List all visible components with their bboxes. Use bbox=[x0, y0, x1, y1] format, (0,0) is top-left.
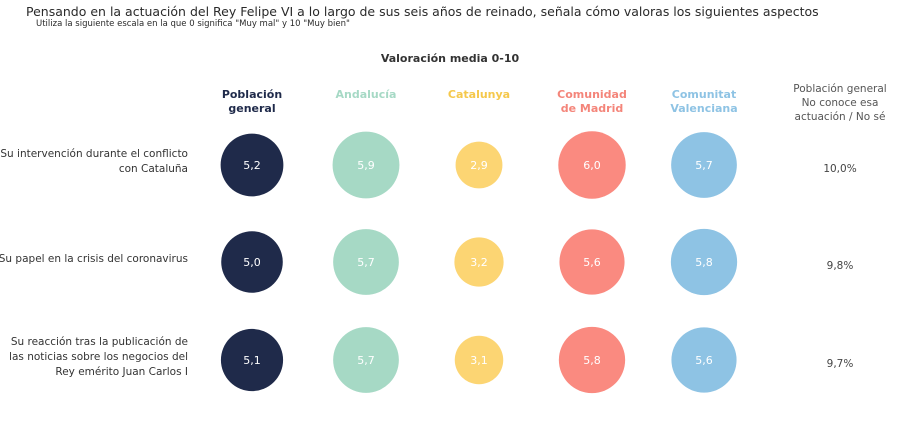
column-header-line: Valenciana bbox=[670, 102, 738, 115]
bubble-label: 5,6 bbox=[695, 354, 713, 367]
column-header-line: Población general bbox=[793, 83, 887, 95]
bubble bbox=[455, 141, 503, 189]
bubble-label: 5,1 bbox=[243, 354, 261, 367]
no-conoce-value: 10,0% bbox=[823, 163, 857, 175]
bubble bbox=[332, 131, 400, 199]
column-header-line: Comunidad bbox=[557, 88, 627, 101]
column-header-2: Catalunya bbox=[419, 88, 539, 102]
bubble bbox=[333, 229, 399, 295]
bubble-label: 5,6 bbox=[583, 256, 601, 269]
column-header-line: de Madrid bbox=[560, 102, 624, 115]
column-header-line: Catalunya bbox=[447, 88, 511, 101]
row-label-line: Su reacción tras la publicación de bbox=[10, 335, 188, 348]
column-header-no-conoce: Población general No conoce esa actuación … bbox=[785, 82, 895, 124]
row-label-2: Su reacción tras la publicación de las no… bbox=[0, 335, 188, 380]
row-label-line: Su papel en la crisis del coronavirus bbox=[0, 252, 188, 265]
bubble-label: 5,9 bbox=[357, 159, 375, 172]
column-header-3: Comunidad de Madrid bbox=[532, 88, 652, 116]
column-header-0: Población general bbox=[192, 88, 312, 116]
bubble-label: 5,7 bbox=[695, 159, 713, 172]
column-header-line: Andalucía bbox=[335, 88, 397, 101]
row-label-1: Su papel en la crisis del coronavirus bbox=[0, 252, 188, 267]
bubble-label: 5,0 bbox=[243, 256, 261, 269]
row-label-0: Su intervención durante el conflicto con … bbox=[0, 147, 188, 177]
bubble bbox=[558, 326, 626, 394]
column-header-line: Comunitat bbox=[671, 88, 737, 101]
bubble bbox=[671, 132, 737, 198]
bubble-label: 2,9 bbox=[470, 159, 488, 172]
bubble-label: 5,7 bbox=[357, 354, 375, 367]
bubble bbox=[454, 237, 504, 287]
bubble bbox=[670, 228, 738, 296]
bubble bbox=[671, 327, 737, 393]
chart-title: Pensando en la actuación del Rey Felipe … bbox=[26, 4, 819, 19]
column-header-line: general bbox=[228, 102, 276, 115]
bubble-label: 6,0 bbox=[583, 159, 601, 172]
bubble-label: 5,8 bbox=[583, 354, 601, 367]
bubble bbox=[220, 328, 284, 392]
bubble bbox=[454, 335, 504, 385]
row-label-line: Su intervención durante el conflicto bbox=[0, 148, 188, 160]
scale-title: Valoración media 0-10 bbox=[380, 52, 520, 65]
column-header-line: actuación / No sé bbox=[794, 111, 886, 123]
column-header-line: No conoce esa bbox=[801, 97, 879, 109]
bubble-label: 3,2 bbox=[470, 256, 488, 269]
column-header-4: Comunitat Valenciana bbox=[644, 88, 764, 116]
row-label-line: las noticias sobre los negocios del bbox=[9, 350, 188, 363]
bubble bbox=[333, 327, 399, 393]
bubble-label: 5,2 bbox=[243, 159, 261, 172]
chart-subtitle: Utiliza la siguiente escala en la que 0 … bbox=[36, 19, 350, 29]
bubble bbox=[221, 231, 283, 293]
no-conoce-value: 9,7% bbox=[826, 358, 854, 370]
column-header-1: Andalucía bbox=[306, 88, 426, 102]
bubble-label: 5,7 bbox=[357, 256, 375, 269]
bubble bbox=[559, 229, 625, 295]
column-header-line: Población bbox=[221, 88, 283, 101]
bubble bbox=[220, 133, 284, 197]
bubble-label: 3,1 bbox=[470, 354, 488, 367]
row-label-line: Rey emérito Juan Carlos I bbox=[55, 365, 188, 378]
no-conoce-value: 9,8% bbox=[826, 260, 854, 272]
bubble-label: 5,8 bbox=[695, 256, 713, 269]
bubble bbox=[558, 131, 626, 199]
row-label-line: con Cataluña bbox=[118, 163, 188, 175]
